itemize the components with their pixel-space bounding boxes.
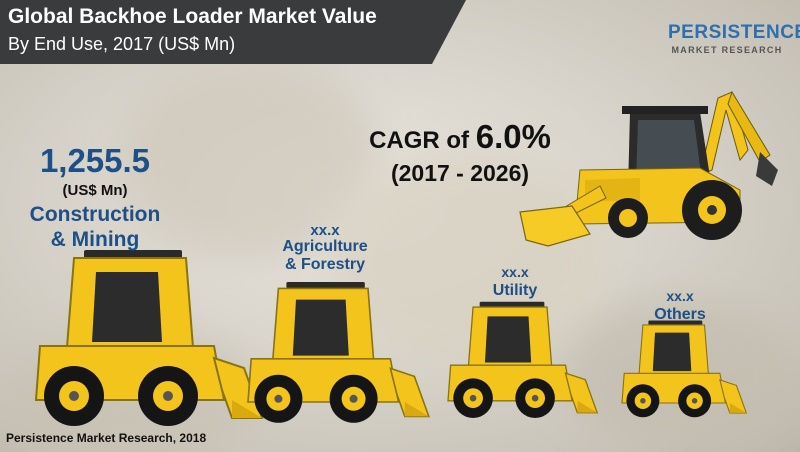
category-label-line: Agriculture [282,238,368,255]
category-label-line: Construction [29,203,161,226]
category-label-utility: Utility [492,282,538,299]
category-label-line: & Forestry [284,256,366,273]
backhoe-icon [519,90,778,247]
value-label-utility: xx.x [501,264,529,280]
unit-label: (US$ Mn) [62,182,128,199]
cagr-period: (2017 - 2026) [390,160,530,186]
logo-tagline: MARKET RESEARCH [671,45,783,55]
loader-mark-agriculture-forestry [247,282,430,423]
value-label-construction-mining: 1,255.5 [39,142,151,179]
cagr-prefix: CAGR of [369,127,470,154]
cagr-callout: CAGR of 6.0% [340,118,580,156]
loader-mark-others [621,320,748,418]
value-label-agriculture-forestry: xx.x [310,222,340,239]
logo-name: PERSISTENCE [668,22,800,43]
title-band: Global Backhoe Loader Market Value By En… [0,0,466,64]
source-note: Persistence Market Research, 2018 [6,431,207,445]
loader-mark-utility [447,301,599,418]
value-label-others: xx.x [666,288,694,304]
category-label-agriculture-forestry: Agriculture & Forestry [260,238,390,274]
background-haze [330,150,610,370]
chart-title: Global Backhoe Loader Market Value [8,5,377,28]
category-label-others: Others [654,306,706,323]
cagr-value: 6.0% [475,118,551,155]
category-label-construction-mining: Construction & Mining [10,202,180,252]
loader-mark-construction-mining [34,250,264,426]
category-label-line: & Mining [50,228,140,251]
persistence-logo: PERSISTENCE MARKET RESEARCH [668,22,800,55]
chart-subtitle: By End Use, 2017 (US$ Mn) [8,34,236,54]
